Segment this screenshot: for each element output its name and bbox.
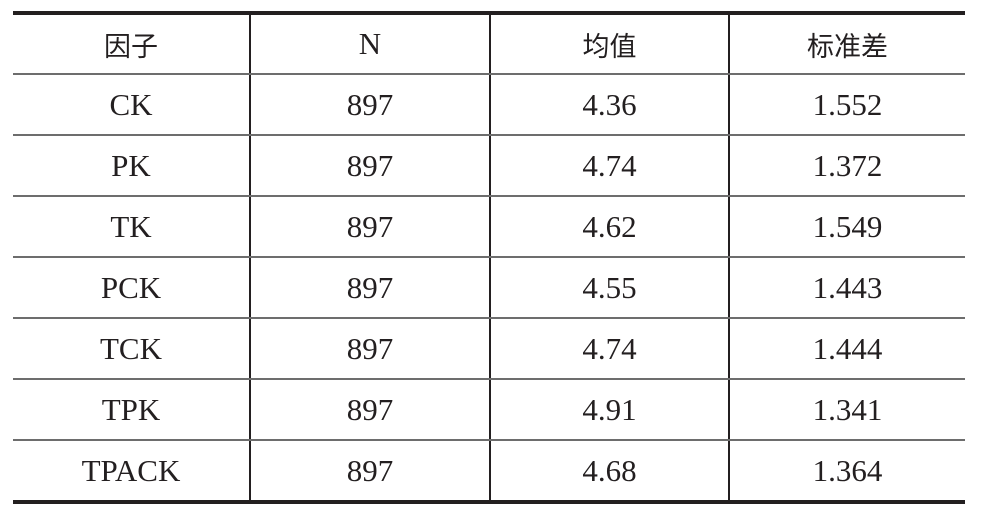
mean-cell: 4.55 bbox=[490, 257, 730, 319]
n-cell: 897 bbox=[250, 318, 491, 380]
mean-cell: 4.91 bbox=[490, 379, 730, 441]
n-cell: 897 bbox=[250, 440, 491, 502]
mean-cell: 4.74 bbox=[490, 135, 730, 197]
n-cell: 897 bbox=[250, 135, 491, 197]
table-row: CK 897 4.36 1.552 bbox=[13, 74, 965, 136]
table-row: TK 897 4.62 1.549 bbox=[13, 196, 965, 258]
n-cell: 897 bbox=[250, 196, 491, 258]
std-cell: 1.552 bbox=[729, 74, 965, 136]
header-n: N bbox=[250, 13, 491, 75]
factor-cell: TPK bbox=[13, 379, 251, 441]
table-row: PCK 897 4.55 1.443 bbox=[13, 257, 965, 319]
table-row: TPACK 897 4.68 1.364 bbox=[13, 440, 965, 502]
table-row: TPK 897 4.91 1.341 bbox=[13, 379, 965, 441]
header-std: 标准差 bbox=[729, 13, 965, 75]
mean-cell: 4.36 bbox=[490, 74, 730, 136]
header-factor: 因子 bbox=[13, 13, 251, 75]
header-row: 因子 N 均值 标准差 bbox=[13, 13, 965, 75]
header-mean: 均值 bbox=[490, 13, 730, 75]
factor-cell: TCK bbox=[13, 318, 251, 380]
std-cell: 1.372 bbox=[729, 135, 965, 197]
mean-cell: 4.62 bbox=[490, 196, 730, 258]
std-cell: 1.443 bbox=[729, 257, 965, 319]
factor-cell: TPACK bbox=[13, 440, 251, 502]
factor-cell: PK bbox=[13, 135, 251, 197]
table-row: TCK 897 4.74 1.444 bbox=[13, 318, 965, 380]
table-row: PK 897 4.74 1.372 bbox=[13, 135, 965, 197]
factor-cell: PCK bbox=[13, 257, 251, 319]
statistics-table: 因子 N 均值 标准差 CK 897 4.36 1.552 PK 897 4.74 1.372… bbox=[13, 11, 965, 504]
std-cell: 1.444 bbox=[729, 318, 965, 380]
n-cell: 897 bbox=[250, 74, 491, 136]
std-cell: 1.364 bbox=[812, 452, 883, 488]
std-cell: 1.341 bbox=[729, 379, 965, 441]
n-cell: 897 bbox=[250, 379, 491, 441]
mean-cell: 4.68 bbox=[490, 440, 730, 502]
n-cell: 897 bbox=[250, 257, 491, 319]
factor-cell: CK bbox=[13, 74, 251, 136]
mean-cell: 4.74 bbox=[490, 318, 730, 380]
std-cell: 1.549 bbox=[729, 196, 965, 258]
factor-cell: TK bbox=[13, 196, 251, 258]
